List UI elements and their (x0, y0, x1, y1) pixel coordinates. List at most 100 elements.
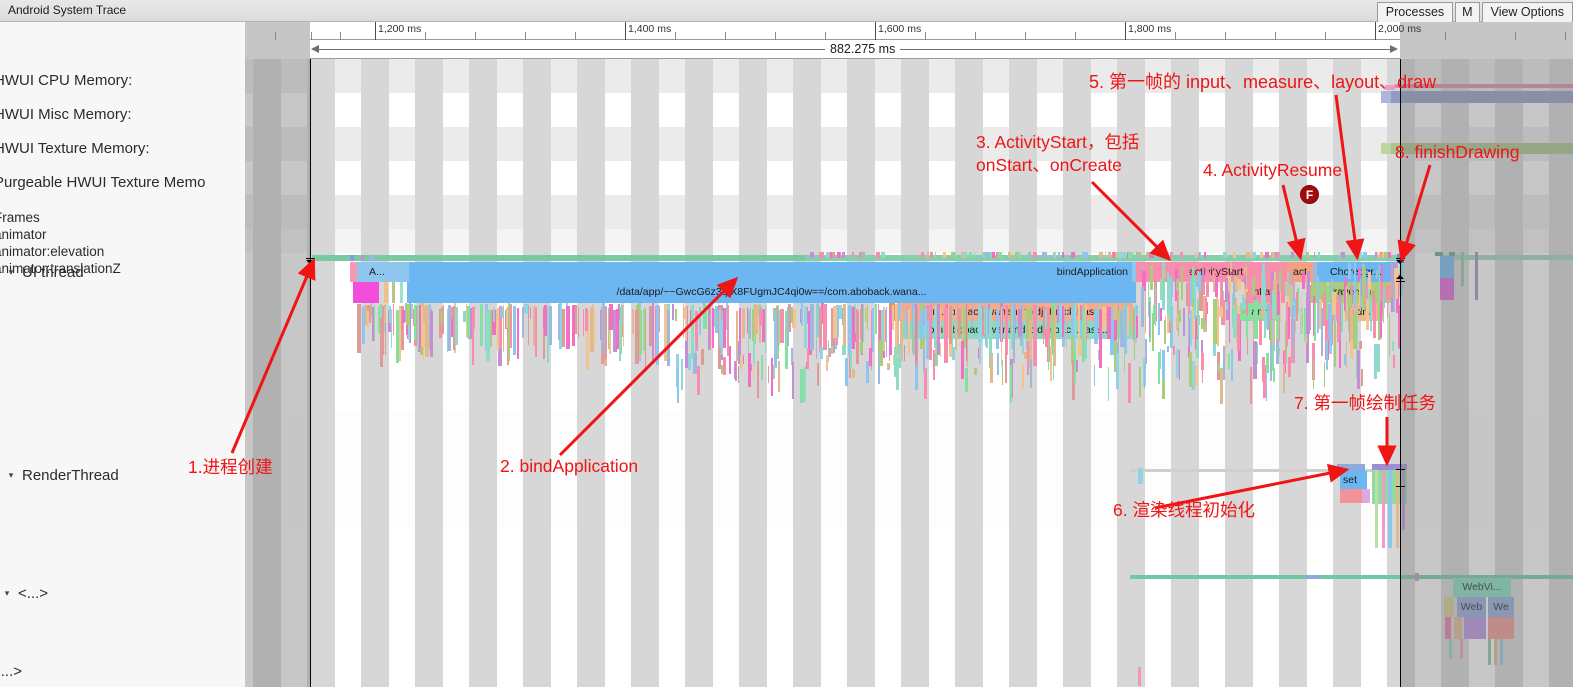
slice-sliver[interactable] (1201, 340, 1204, 362)
slice-sliver[interactable] (1291, 305, 1294, 345)
slice-sliver[interactable] (1183, 308, 1186, 336)
counter-bar-frames[interactable] (1395, 84, 1573, 88)
slice-sliver[interactable] (803, 306, 807, 348)
slice-small[interactable] (1313, 262, 1317, 282)
slice-sliver[interactable] (1140, 287, 1144, 327)
slice-sliver[interactable] (1291, 285, 1294, 320)
slice-sliver[interactable] (468, 308, 472, 339)
view-options-button[interactable]: View Options (1481, 2, 1573, 23)
slice-sliver[interactable] (1258, 319, 1262, 345)
slice-sliver[interactable] (1049, 346, 1053, 381)
slice-sliver[interactable] (1402, 470, 1405, 530)
slice-sliver[interactable] (396, 310, 400, 363)
slice-frames-marker[interactable] (1275, 252, 1279, 258)
slice-sliver[interactable] (1144, 339, 1148, 364)
slice-sliver[interactable] (791, 309, 796, 328)
slice-sliver[interactable] (925, 308, 930, 359)
slice-sliver[interactable] (417, 305, 419, 350)
slice-sliver[interactable] (374, 305, 376, 340)
slice-sliver[interactable] (1320, 308, 1323, 356)
slice-sliver[interactable] (1130, 308, 1134, 328)
slice-sliver[interactable] (1201, 318, 1205, 329)
slice-sliver[interactable] (1358, 341, 1362, 349)
slice-sliver[interactable] (1189, 352, 1192, 387)
slice-sliver[interactable] (1272, 306, 1275, 346)
slice-sliver[interactable] (549, 306, 553, 345)
slice-sliver[interactable] (1176, 315, 1179, 328)
slice-sliver[interactable] (1213, 269, 1216, 278)
slice-sliver[interactable] (440, 311, 444, 323)
slice-webview-1[interactable]: WebVi... (1453, 578, 1511, 597)
slice-sliver[interactable] (948, 306, 953, 344)
slice-sliver[interactable] (529, 307, 531, 319)
slice-sliver[interactable] (1056, 305, 1060, 323)
slice-sliver[interactable] (920, 311, 924, 339)
sidebar-counter-hwui-texture-memory[interactable]: HWUI Texture Memory: (0, 140, 150, 157)
slice-sliver[interactable] (1052, 303, 1056, 355)
slice-sliver[interactable] (1356, 308, 1359, 354)
slice-sliver[interactable] (868, 348, 872, 366)
slice-sliver[interactable] (923, 305, 926, 326)
slice-sliver[interactable] (1284, 350, 1286, 365)
slice-sliver[interactable] (693, 353, 697, 374)
slice-small[interactable] (1435, 252, 1443, 256)
slice-sliver[interactable] (1475, 252, 1478, 300)
slice-frames-marker[interactable] (1317, 252, 1320, 258)
slice-sliver[interactable] (663, 304, 667, 361)
slice-sliver[interactable] (430, 311, 433, 357)
slice-sliver[interactable] (1375, 470, 1378, 548)
chevron-down-icon[interactable]: ▾ (4, 588, 10, 598)
slice-sliver[interactable] (958, 309, 961, 338)
slice-sliver[interactable] (1202, 369, 1204, 383)
slice-sliver[interactable] (930, 303, 933, 336)
slice-sliver[interactable] (1270, 342, 1273, 381)
slice-sliver[interactable] (965, 368, 969, 392)
slice-frames-marker[interactable] (1119, 252, 1125, 258)
slice-sliver[interactable] (1178, 310, 1181, 322)
slice-magenta[interactable] (353, 282, 379, 303)
slice-frames-marker[interactable] (1360, 252, 1362, 258)
slice-sliver[interactable] (907, 309, 911, 354)
slice-sliver[interactable] (450, 307, 454, 337)
counter-bar-segment[interactable] (1381, 91, 1391, 103)
slice-sliver[interactable] (1094, 309, 1098, 344)
slice-sliver[interactable] (364, 305, 367, 325)
slice-sliver[interactable] (389, 306, 391, 323)
slice-sliver[interactable] (486, 310, 490, 361)
slice-frames-marker[interactable] (1384, 252, 1388, 258)
slice-sliver[interactable] (737, 341, 742, 364)
slice-sliver[interactable] (771, 358, 773, 396)
slice-sliver[interactable] (1273, 279, 1277, 293)
slice-sliver[interactable] (775, 308, 779, 346)
slice-sliver[interactable] (741, 308, 745, 338)
slice-small[interactable] (1464, 617, 1486, 639)
slice-sliver[interactable] (1233, 307, 1237, 338)
slice-sliver[interactable] (735, 311, 739, 361)
slice-sliver[interactable] (1158, 352, 1161, 384)
slice-frames-marker[interactable] (859, 252, 863, 258)
slice-sliver[interactable] (1330, 279, 1333, 314)
slice-sliver[interactable] (1370, 299, 1372, 331)
slice-sliver[interactable] (1345, 286, 1348, 311)
slice-sliver[interactable] (1113, 309, 1118, 364)
slice-sliver[interactable] (382, 306, 384, 355)
slice-sliver[interactable] (1357, 350, 1361, 389)
slice-sliver[interactable] (928, 305, 932, 360)
slice-sliver[interactable] (620, 303, 622, 354)
slice-sliver[interactable] (1307, 271, 1311, 302)
slice-sliver[interactable] (914, 304, 917, 360)
slice-sliver[interactable] (392, 304, 395, 335)
slice-frames-marker[interactable] (1246, 252, 1250, 258)
slice-sliver[interactable] (1280, 265, 1283, 288)
slice-sliver[interactable] (1375, 270, 1379, 279)
slice-sliver[interactable] (1082, 310, 1085, 362)
slice-sliver[interactable] (1196, 339, 1199, 358)
slice-sliver[interactable] (1148, 302, 1151, 337)
slice-sliver[interactable] (932, 350, 936, 380)
slice-sliver[interactable] (1043, 310, 1047, 329)
slice-sliver[interactable] (1323, 293, 1327, 326)
slice-sliver[interactable] (1029, 307, 1033, 320)
slice-sliver[interactable] (1295, 292, 1298, 321)
timeline-ruler[interactable]: 1,200 ms 1,400 ms 1,600 ms 1,800 ms 2,00… (245, 22, 1573, 40)
slice-sliver[interactable] (1262, 264, 1265, 308)
